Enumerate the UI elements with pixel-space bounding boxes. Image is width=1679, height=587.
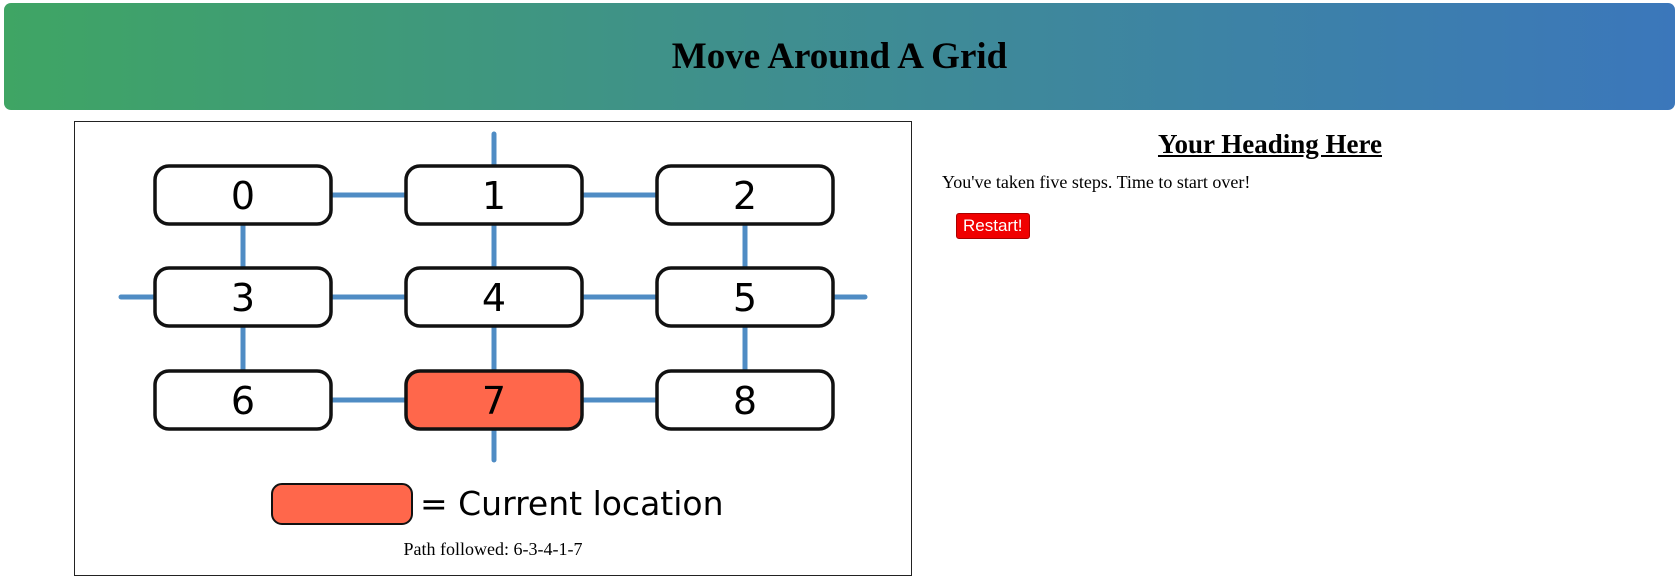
grid-cell-label: 5: [733, 276, 757, 320]
grid-cell-label: 3: [231, 276, 255, 320]
grid-cell-6: [153, 369, 333, 431]
grid-cell-8: [655, 369, 835, 431]
grid-cell-label: 8: [733, 379, 757, 423]
grid-cell-label: 7: [482, 379, 506, 423]
side-panel: Your Heading Here You've taken five step…: [930, 121, 1610, 239]
grid-cell-4: [404, 266, 584, 328]
header-banner: Move Around A Grid: [4, 3, 1675, 110]
status-message: You've taken five steps. Time to start o…: [942, 172, 1251, 192]
grid-cell-label: 4: [482, 276, 506, 320]
grid-cell-1: [404, 164, 584, 226]
grid-cell-2: [655, 164, 835, 226]
grid-cell-0: [153, 164, 333, 226]
grid-panel: 0 1 2 3 4 5 6 7 8 = Current location Path followe…: [74, 121, 912, 576]
grid-cell-5: [655, 266, 835, 328]
grid-cell-label: 2: [733, 174, 757, 218]
legend-label: = Current location: [420, 484, 724, 523]
restart-button[interactable]: Restart!: [956, 213, 1030, 239]
grid-cell-7: [404, 369, 584, 431]
path-followed-text: Path followed: 6-3-4-1-7: [403, 539, 583, 559]
side-heading: Your Heading Here: [1157, 129, 1382, 159]
grid-cell-label: 0: [231, 174, 255, 218]
legend-swatch: [271, 483, 413, 525]
grid-cell-label: 1: [482, 174, 506, 218]
grid-cell-3: [153, 266, 333, 328]
grid-diagram: 0 1 2 3 4 5 6 7 8 = Current location: [118, 131, 868, 525]
page-title: Move Around A Grid: [671, 36, 1008, 77]
grid-cell-label: 6: [231, 379, 255, 423]
